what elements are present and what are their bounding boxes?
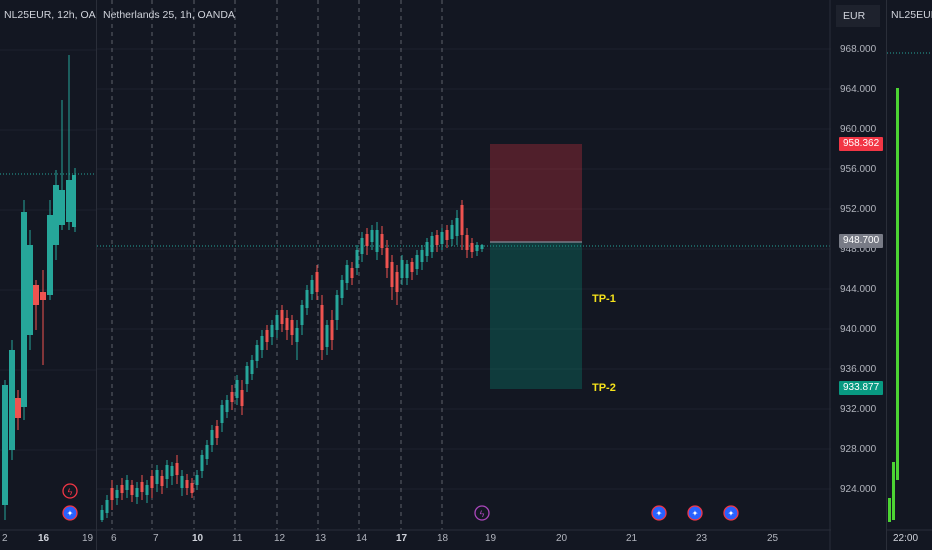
time-axis-label: 6 [111, 533, 117, 544]
left-chart-pane[interactable]: NL25EUR, 12h, OANDA ϟ ✦ [0, 0, 97, 550]
left-candle [27, 245, 33, 335]
left-candle [40, 292, 46, 300]
time-axis-label: 7 [153, 533, 159, 544]
tp1-label: TP-1 [592, 293, 616, 305]
dividend-event-icon [687, 505, 703, 521]
left-candle [15, 398, 21, 418]
price-axis-label: 956.000 [840, 164, 877, 175]
price-axis-label: 932.000 [840, 404, 877, 415]
left-candle [47, 215, 53, 295]
dividend-event-icon [62, 505, 78, 521]
left-candle [33, 285, 39, 305]
stop-zone [490, 144, 582, 242]
price-axis-label: 968.000 [840, 44, 877, 55]
time-axis-label: 21 [626, 533, 638, 544]
left-date-label: 19 [82, 533, 94, 544]
time-axis-label: 11 [232, 533, 243, 544]
time-axis-label: 25 [767, 533, 779, 544]
svg-text:ϟ: ϟ [480, 509, 485, 519]
svg-text:✦: ✦ [656, 509, 663, 518]
time-axis-label: 23 [696, 533, 708, 544]
price-axis-label: 924.000 [840, 484, 877, 495]
lightning-event-icon [62, 483, 78, 499]
price-axis-label: 928.000 [840, 444, 877, 455]
time-axis-label: 20 [556, 533, 568, 544]
tp2-label: TP-2 [592, 382, 616, 394]
price-axis-label: 960.000 [840, 124, 877, 135]
price-axis-label: 944.000 [840, 284, 877, 295]
price-axis[interactable]: EUR 968.000 964.000 960.000 956.000 952.000 9… [831, 0, 886, 550]
price-gridlines [97, 48, 831, 490]
right-candles [887, 52, 932, 531]
right-chart-pane[interactable]: NL25EUR, 22:00 [886, 0, 932, 550]
left-candle [2, 385, 8, 505]
time-axis-label: 13 [315, 533, 327, 544]
right-candle [892, 462, 895, 520]
right-candle [896, 88, 899, 480]
time-axis-label: 10 [192, 533, 204, 544]
main-chart-canvas: ϟ ✦ ✦ ✦ [97, 0, 831, 550]
svg-text:✦: ✦ [728, 509, 735, 518]
right-time-label: 22:00 [893, 533, 919, 544]
left-chart-title: NL25EUR, 12h, OANDA [4, 9, 96, 21]
left-candle [21, 212, 27, 407]
main-chart-pane[interactable]: Netherlands 25, 1h, OANDA [97, 0, 831, 550]
left-event-icons: ϟ ✦ [62, 483, 78, 521]
price-axis-label: 964.000 [840, 84, 877, 95]
left-candle-group [2, 55, 76, 520]
left-candle [72, 175, 76, 227]
dividend-event-icon [651, 505, 667, 521]
stop-price-badge: 958.362 [839, 137, 884, 151]
price-axis-label: 936.000 [840, 364, 877, 375]
dividend-event-icon [723, 505, 739, 521]
currency-button[interactable]: EUR [836, 5, 880, 27]
main-chart-title: Netherlands 25, 1h, OANDA [103, 9, 235, 21]
main-candles [100, 200, 484, 522]
svg-text:✦: ✦ [67, 509, 74, 518]
svg-text:ϟ: ϟ [68, 487, 73, 497]
main-event-icons: ϟ ✦ ✦ ✦ [474, 505, 739, 521]
lightning-event-icon [474, 505, 490, 521]
session-separators [111, 0, 443, 530]
left-candle [66, 180, 72, 222]
left-date-label: 2 [2, 533, 8, 544]
time-axis-label: 18 [437, 533, 449, 544]
time-axis-label: 14 [356, 533, 368, 544]
right-candle [888, 498, 891, 522]
target-price-badge: 933.877 [839, 381, 884, 395]
target-zone [490, 242, 582, 389]
right-chart-title: NL25EUR, [891, 9, 932, 21]
price-axis-label: 948.000 [840, 244, 877, 255]
price-axis-label: 952.000 [840, 204, 877, 215]
left-candle [9, 350, 15, 450]
left-candles: ϟ ✦ [0, 49, 96, 531]
left-candle [59, 190, 65, 225]
left-candle [53, 185, 59, 245]
time-axis-label: 17 [396, 533, 408, 544]
current-price-badge: 948.700 [839, 234, 884, 248]
time-axis-label: 12 [274, 533, 286, 544]
svg-text:✦: ✦ [692, 509, 699, 518]
price-axis-label: 940.000 [840, 324, 877, 335]
time-axis-label: 19 [485, 533, 497, 544]
left-date-label: 16 [38, 533, 50, 544]
